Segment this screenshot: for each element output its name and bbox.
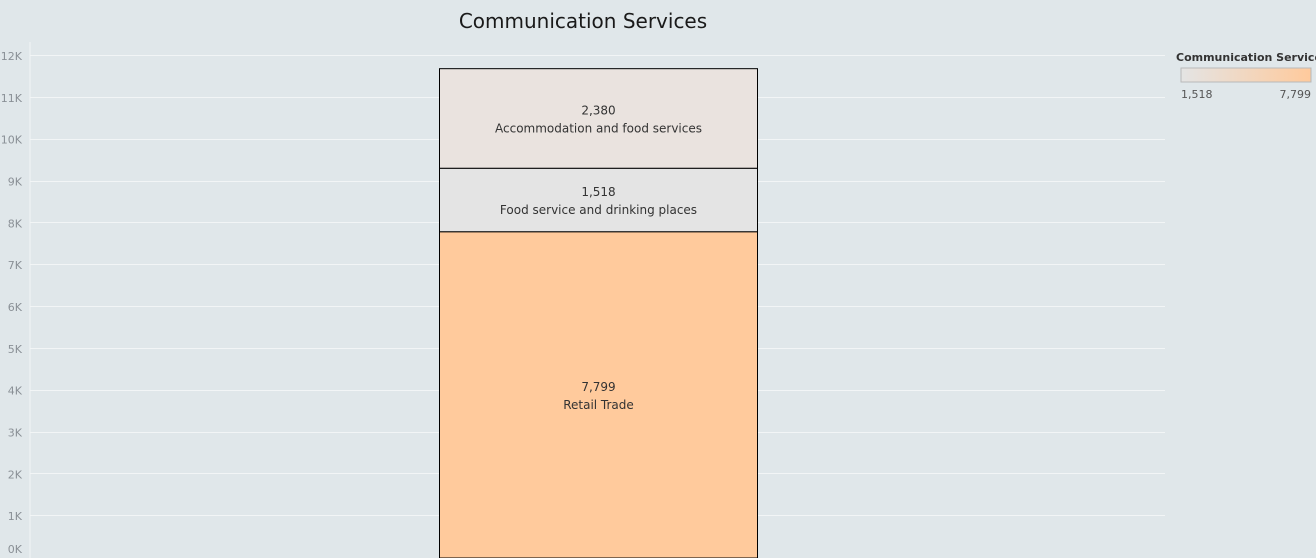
y-tick-label: 3K <box>8 427 23 440</box>
data-label-category: Food service and drinking places <box>500 203 697 217</box>
chart-title: Communication Services <box>459 9 707 33</box>
legend-max-label: 7,799 <box>1280 88 1312 101</box>
y-axis: 0K 1K 2K 3K 4K 5K 6K 7K 8K 9K 10K 11K 12K <box>1 42 31 558</box>
bar-segment[interactable]: 7,799 Retail Trade <box>439 231 758 558</box>
bar-segment[interactable]: 2,380 Accommodation and food services <box>439 68 758 169</box>
y-tick-label: 4K <box>8 385 23 398</box>
y-tick-label: 12K <box>1 50 23 63</box>
legend-title: Communication Services <box>1176 51 1316 64</box>
y-tick-label: 5K <box>8 343 23 356</box>
y-tick-label: 2K <box>8 468 23 481</box>
data-label-value: 2,380 <box>581 103 615 117</box>
bar-segment-rect[interactable] <box>439 68 758 169</box>
y-tick-label: 9K <box>8 176 23 189</box>
legend-gradient-bar <box>1180 67 1312 83</box>
data-label-category: Accommodation and food services <box>495 121 702 135</box>
stacked-bar[interactable]: 7,799 Retail Trade 1,518 Food service and d… <box>439 68 758 558</box>
bar-segment-rect[interactable] <box>439 167 758 233</box>
bar-segment[interactable]: 1,518 Food service and drinking places <box>439 167 758 233</box>
data-label-value: 1,518 <box>581 185 615 199</box>
y-tick-label: 6K <box>8 301 23 314</box>
color-legend: Communication Services 1,518 7,799 <box>1176 51 1316 101</box>
y-tick-label: 1K <box>8 510 23 523</box>
y-tick-label: 11K <box>1 92 23 105</box>
data-label-value: 7,799 <box>581 380 615 394</box>
y-tick-label: 0K <box>8 543 23 556</box>
y-tick-label: 8K <box>8 217 23 230</box>
legend-min-label: 1,518 <box>1181 88 1213 101</box>
data-label-category: Retail Trade <box>563 398 634 412</box>
y-tick-label: 10K <box>1 134 23 147</box>
y-tick-label: 7K <box>8 259 23 272</box>
bar-segment-rect[interactable] <box>439 231 758 558</box>
